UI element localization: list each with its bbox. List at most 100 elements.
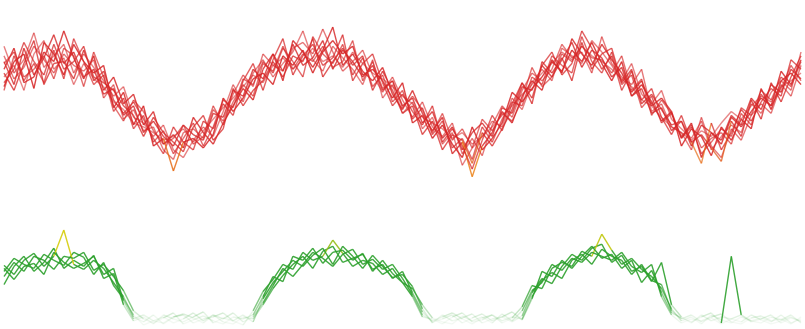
line-segment bbox=[651, 99, 663, 116]
line-segment bbox=[192, 317, 204, 324]
line-segment bbox=[531, 280, 543, 298]
line-segment bbox=[122, 99, 135, 122]
line-segment bbox=[282, 256, 294, 282]
line-segment bbox=[740, 316, 752, 322]
line-segment bbox=[262, 61, 274, 82]
line-segment bbox=[322, 26, 334, 51]
line-segment bbox=[471, 132, 483, 164]
line-segment bbox=[511, 90, 523, 118]
line-segment bbox=[202, 311, 214, 324]
line-segment bbox=[232, 314, 244, 322]
line-segment bbox=[252, 63, 264, 91]
line-segment bbox=[660, 284, 673, 312]
line-segment bbox=[591, 251, 603, 257]
line-segment bbox=[650, 101, 663, 122]
line-segment bbox=[133, 316, 144, 322]
line-segment bbox=[401, 282, 414, 298]
line-segment bbox=[611, 255, 622, 261]
line-segment bbox=[142, 116, 155, 137]
line-segment bbox=[362, 55, 374, 91]
line-segment bbox=[431, 120, 444, 151]
line-segment bbox=[63, 259, 75, 269]
line-segment bbox=[381, 70, 394, 91]
line-segment bbox=[33, 252, 45, 267]
line-segment bbox=[780, 314, 792, 324]
line-segment bbox=[611, 251, 623, 261]
line-segment bbox=[113, 91, 125, 109]
line-segment bbox=[651, 89, 663, 105]
line-segment bbox=[292, 41, 304, 49]
line-segment bbox=[322, 45, 334, 72]
line-segment bbox=[710, 312, 722, 324]
line-segment bbox=[451, 314, 463, 324]
line-segment bbox=[461, 138, 473, 160]
line-segment bbox=[521, 82, 533, 105]
line-segment bbox=[63, 44, 75, 76]
line-segment bbox=[212, 105, 224, 126]
line-segment bbox=[152, 130, 164, 145]
line-segment bbox=[262, 59, 274, 78]
line-segment bbox=[173, 313, 184, 318]
line-segment bbox=[451, 312, 463, 320]
line-segment bbox=[681, 318, 692, 324]
line-segment bbox=[411, 294, 424, 316]
line-segment bbox=[411, 105, 424, 135]
line-segment bbox=[790, 316, 802, 325]
line-segment bbox=[760, 93, 772, 107]
line-segment bbox=[192, 312, 204, 322]
line-segment bbox=[491, 316, 503, 322]
line-segment bbox=[750, 317, 762, 322]
line-segment bbox=[192, 120, 204, 151]
line-segment bbox=[541, 271, 553, 282]
line-segment bbox=[441, 124, 453, 145]
line-segment bbox=[312, 45, 324, 62]
line-segment bbox=[152, 111, 165, 145]
line-segment bbox=[133, 314, 144, 326]
line-segment bbox=[401, 274, 414, 288]
line-segment bbox=[401, 278, 414, 296]
line-segment bbox=[332, 51, 344, 72]
line-segment bbox=[511, 86, 523, 114]
line-segment bbox=[581, 250, 593, 257]
line-segment bbox=[660, 292, 673, 314]
line-segment bbox=[421, 120, 433, 136]
line-segment bbox=[680, 124, 692, 137]
line-segment bbox=[391, 76, 404, 101]
line-segment bbox=[372, 258, 384, 270]
line-segment bbox=[690, 124, 703, 149]
line-segment bbox=[551, 263, 563, 272]
line-segment bbox=[162, 132, 174, 143]
line-segment bbox=[232, 320, 244, 326]
line-segment bbox=[491, 314, 503, 322]
line-segment bbox=[442, 312, 453, 318]
series-1-7 bbox=[3, 28, 802, 161]
line-segment bbox=[611, 61, 623, 82]
line-segment bbox=[422, 316, 433, 320]
line-segment bbox=[551, 53, 563, 78]
line-segment bbox=[382, 263, 393, 271]
line-segment bbox=[591, 57, 602, 61]
line-segment bbox=[631, 78, 643, 91]
line-segment bbox=[43, 55, 55, 80]
line-segment bbox=[153, 317, 164, 324]
line-segment bbox=[212, 314, 224, 323]
line-segment bbox=[671, 312, 682, 319]
line-segment bbox=[401, 95, 414, 109]
line-segment bbox=[172, 312, 184, 325]
series-2-2 bbox=[3, 233, 802, 326]
line-segment bbox=[302, 247, 314, 261]
line-segment bbox=[262, 72, 274, 86]
line-segment bbox=[202, 126, 214, 147]
line-segment bbox=[312, 251, 324, 259]
line-segment bbox=[73, 64, 85, 72]
line-segment bbox=[222, 312, 234, 322]
line-segment bbox=[710, 145, 722, 159]
line-segment bbox=[312, 51, 324, 74]
line-segment bbox=[721, 316, 732, 320]
line-segment bbox=[73, 49, 85, 80]
line-segment bbox=[122, 300, 135, 320]
line-segment bbox=[371, 61, 384, 89]
line-segment bbox=[581, 251, 593, 263]
line-segment bbox=[710, 147, 722, 162]
line-segment bbox=[3, 266, 15, 285]
